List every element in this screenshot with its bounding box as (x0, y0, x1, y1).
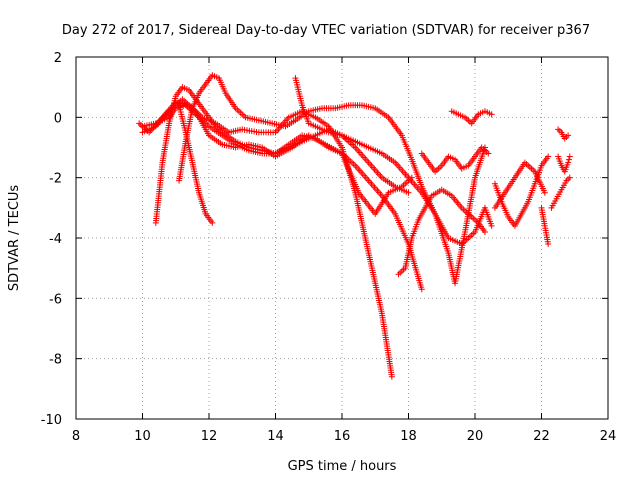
series-trace-e (176, 72, 495, 248)
series-trace-i (418, 144, 492, 175)
y-tick-label: -6 (49, 292, 62, 307)
axis-ticks (75, 56, 609, 420)
x-tick-label: 22 (533, 429, 550, 444)
x-tick-label: 10 (134, 429, 151, 444)
x-tick-label: 20 (467, 429, 484, 444)
x-tick-label: 16 (334, 429, 351, 444)
y-tick-label: 2 (54, 51, 62, 66)
y-tick-label: -2 (49, 172, 62, 187)
series-trace-m (538, 204, 552, 248)
x-axis-title: GPS time / hours (288, 459, 397, 474)
y-tick-label: -4 (49, 232, 62, 247)
data-point (565, 156, 572, 163)
x-tick-label: 12 (201, 429, 218, 444)
y-tick-label: -10 (41, 413, 62, 428)
series-trace-l (491, 159, 548, 211)
series-trace-h (395, 186, 488, 278)
data-point (545, 153, 552, 160)
data-point (485, 150, 492, 157)
series-trace-g (292, 75, 488, 287)
x-tick-label: 24 (600, 429, 617, 444)
data-point (405, 189, 412, 196)
y-tick-labels: 2 0 -2 -4 -6 -8 -10 (41, 51, 62, 428)
series-trace-j (448, 108, 495, 127)
series-trace-o (555, 153, 573, 175)
x-tick-labels: 8 10 12 14 16 18 20 22 24 (72, 429, 616, 444)
data-point (545, 241, 552, 248)
data-point (566, 153, 573, 160)
series-trace-p (555, 126, 572, 142)
data-point (488, 111, 495, 118)
x-tick-label: 14 (267, 429, 284, 444)
x-tick-label: 8 (72, 429, 80, 444)
data-point (566, 174, 573, 181)
y-axis-title: SDTVAR / TECUs (7, 185, 22, 292)
data-point (488, 222, 495, 229)
series-trace-n (548, 174, 573, 211)
y-tick-label: 0 (54, 111, 62, 126)
series-trace-d (152, 84, 412, 226)
series-trace-f (176, 102, 216, 226)
series-trace-c (139, 102, 425, 293)
data-point (209, 219, 216, 226)
data-point (565, 132, 572, 139)
chart-title: Day 272 of 2017, Sidereal Day-to-day VTE… (62, 23, 590, 38)
data-point (565, 159, 572, 166)
data-point (418, 286, 425, 293)
grid (76, 57, 608, 419)
x-tick-label: 18 (400, 429, 417, 444)
data-point (541, 189, 548, 196)
y-tick-label: -8 (49, 353, 62, 368)
data-points (136, 72, 573, 380)
data-point (388, 373, 395, 380)
data-point (481, 228, 488, 235)
